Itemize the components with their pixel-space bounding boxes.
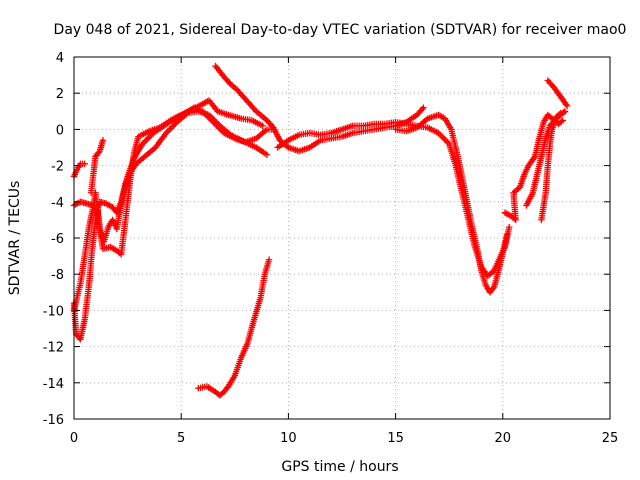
y-tick-label: 0 [56,123,64,138]
data-point [511,215,518,222]
x-axis-label: GPS time / hours [281,459,398,475]
data-point [226,79,233,86]
data-point [166,126,173,134]
data-point [506,223,513,231]
series-arc-7 [195,256,273,399]
data-point [441,136,448,143]
series-arc-9 [392,111,511,296]
y-tick-label: 4 [56,51,64,66]
x-tick-label: 5 [177,431,185,446]
data-point [563,102,571,110]
y-tick-labels: 4 2 0 -2 -4 -6 -8 -10 -12 -14 -16 [43,51,64,428]
x-tick-labels: 0 5 10 15 20 25 [70,431,618,446]
data-point [558,118,565,125]
data-point [560,109,568,116]
y-tick-label: -16 [43,413,64,428]
y-tick-label: -10 [43,304,64,319]
y-tick-label: -4 [51,196,64,211]
data-point [81,160,88,167]
series-arc-13 [544,77,571,110]
x-tick-label: 15 [387,431,404,446]
data-point [420,104,427,111]
data-point [442,137,450,144]
grid-lines [74,57,610,419]
y-tick-label: -8 [51,268,64,283]
data-point [259,122,266,129]
y-tick-label: -12 [43,341,64,356]
series-arc-5 [87,137,107,196]
data-point [265,256,273,263]
data-point [438,132,445,140]
data-point [503,231,511,238]
series-arc-4 [70,104,277,314]
data-point [167,125,174,132]
data-point [99,137,107,144]
chart-title: Day 048 of 2021, Sidereal Day-to-day VTE… [54,22,627,38]
data-point [147,132,154,140]
y-tick-label: -2 [51,160,64,175]
data-point [251,106,259,114]
data-point [145,134,152,141]
data-point [268,122,276,130]
data-point [557,109,564,117]
y-tick-label: -14 [43,377,64,392]
y-tick-label: 2 [56,87,64,102]
data-point [561,108,569,115]
y-tick-label: -6 [51,232,64,247]
data-point [263,151,271,158]
x-tick-label: 20 [495,431,512,446]
x-tick-label: 10 [280,431,297,446]
data-markers [70,62,571,399]
series-arc-10 [501,111,567,224]
series-arc-1 [70,160,88,180]
data-point [556,111,563,118]
y-axis-label: SDTVAR / TECUs [7,181,23,296]
data-point [439,134,447,141]
data-point [142,137,149,144]
data-point [144,136,151,143]
series-arc-12 [538,109,564,224]
data-point [559,117,567,124]
data-point [418,105,426,113]
x-tick-label: 25 [602,431,619,446]
data-point [489,285,497,292]
x-tick-label: 0 [70,431,78,446]
axis-ticks [73,56,611,420]
